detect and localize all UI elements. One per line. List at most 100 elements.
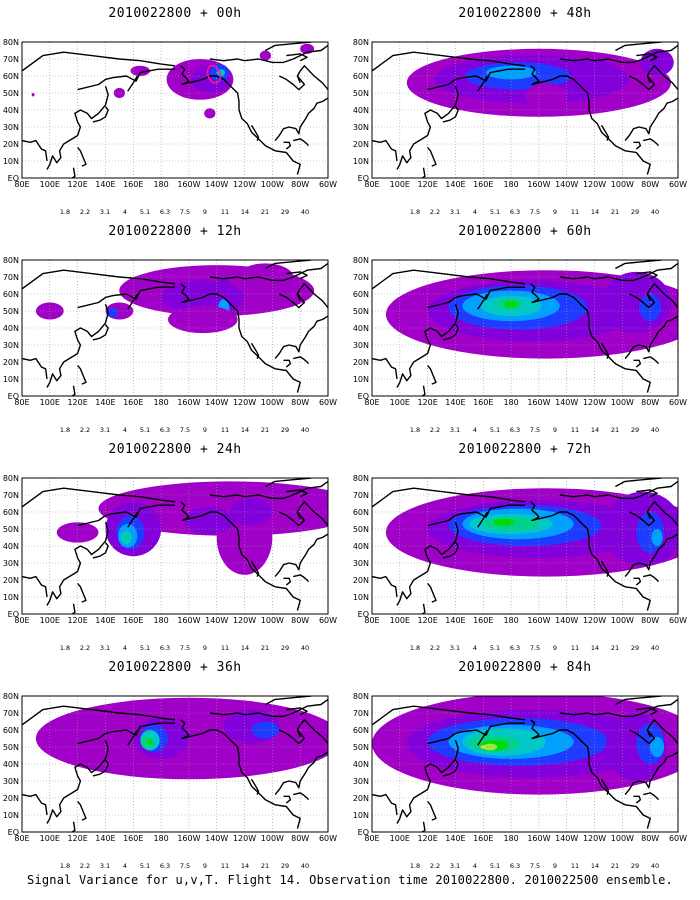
coastline bbox=[633, 141, 642, 150]
lat-tick-label: 20N bbox=[353, 358, 369, 367]
variance-contour-2.2 bbox=[601, 271, 672, 334]
legend-level-label: 11 bbox=[571, 208, 579, 216]
coastline bbox=[636, 707, 658, 716]
lon-tick-label: 120W bbox=[233, 834, 256, 843]
coastline bbox=[265, 260, 312, 270]
lat-tick-label: 60N bbox=[3, 726, 19, 735]
coastline bbox=[209, 276, 245, 280]
coastline bbox=[559, 494, 595, 498]
coastline bbox=[442, 324, 459, 341]
variance-contour-1.8 bbox=[259, 50, 271, 61]
variance-contour-9 bbox=[483, 743, 498, 751]
legend-level-label: 7.5 bbox=[180, 644, 190, 652]
lon-tick-label: 80W bbox=[291, 616, 309, 625]
legend-level-label: 9 bbox=[203, 644, 207, 652]
coastline bbox=[265, 42, 312, 52]
map-frame bbox=[371, 695, 679, 833]
coastline bbox=[628, 511, 656, 527]
coastline bbox=[293, 792, 310, 801]
lon-tick-label: 60W bbox=[669, 398, 687, 407]
legend-level-label: 21 bbox=[611, 862, 619, 870]
legend-level-label: 1.8 bbox=[410, 426, 420, 434]
map-panel-00h: 2010022800 + 00h 80N 70N 60N 50N 40N 30N 20N 10N… bbox=[0, 0, 350, 218]
legend-level-label: 7.5 bbox=[180, 208, 190, 216]
legend-level-label: 14 bbox=[591, 644, 599, 652]
legend-level-label: 4 bbox=[473, 208, 477, 216]
lon-tick-label: 180 bbox=[503, 834, 518, 843]
legend-level-label: 14 bbox=[591, 862, 599, 870]
coastline bbox=[372, 139, 398, 162]
lon-tick-label: 100W bbox=[261, 834, 284, 843]
lon-tick-label: 160E bbox=[123, 180, 143, 189]
map-frame bbox=[21, 41, 329, 179]
legend-level-label: 40 bbox=[301, 862, 309, 870]
lon-tick-label: 160E bbox=[473, 180, 493, 189]
panel-title: 2010022800 + 48h bbox=[458, 6, 592, 21]
legend-level-label: 3.1 bbox=[100, 862, 110, 870]
lat-tick-label: 40N bbox=[3, 542, 19, 551]
coastline bbox=[250, 778, 260, 795]
variance-contour-6.3 bbox=[141, 735, 153, 749]
legend-level-label: 1.8 bbox=[60, 208, 70, 216]
legend-level-label: 3.1 bbox=[450, 644, 460, 652]
lon-tick-label: 60W bbox=[669, 834, 687, 843]
legend-level-label: 5.1 bbox=[490, 208, 500, 216]
variance-contour-1.8 bbox=[525, 82, 567, 110]
lon-tick-label: 140E bbox=[445, 616, 465, 625]
legend-level-label: 40 bbox=[651, 426, 659, 434]
lon-tick-label: 80E bbox=[364, 616, 379, 625]
legend-level-label: 21 bbox=[261, 644, 269, 652]
legend-level-label: 5.1 bbox=[490, 644, 500, 652]
legend-level-label: 21 bbox=[611, 426, 619, 434]
lon-tick-label: 140W bbox=[555, 398, 578, 407]
coastline bbox=[286, 707, 308, 716]
coastline bbox=[396, 85, 459, 170]
coastline bbox=[628, 293, 656, 309]
coastline bbox=[624, 315, 678, 360]
coastline bbox=[278, 511, 306, 527]
lon-tick-label: 120W bbox=[583, 616, 606, 625]
coastline bbox=[77, 286, 175, 309]
legend-level-label: 9 bbox=[203, 426, 207, 434]
lat-tick-label: 50N bbox=[353, 89, 369, 98]
coastline bbox=[477, 75, 488, 92]
legend-level-label: 6.3 bbox=[160, 644, 170, 652]
coastline bbox=[92, 324, 109, 341]
lon-tick-label: 120W bbox=[583, 180, 606, 189]
coastline bbox=[594, 480, 678, 500]
coastline bbox=[127, 511, 138, 528]
lat-tick-label: 70N bbox=[3, 491, 19, 500]
lat-tick-label: 60N bbox=[353, 72, 369, 81]
coastline bbox=[643, 574, 660, 583]
variance-contour-1.8 bbox=[113, 87, 125, 99]
coastline bbox=[278, 729, 306, 745]
coastline bbox=[286, 271, 308, 280]
lat-tick-label: 30N bbox=[353, 341, 369, 350]
coastline bbox=[286, 489, 308, 498]
legend-level-label: 6.3 bbox=[510, 862, 520, 870]
lon-tick-label: 120W bbox=[583, 834, 606, 843]
coastline bbox=[274, 97, 328, 142]
lon-tick-label: 180 bbox=[153, 616, 168, 625]
coastline bbox=[283, 359, 292, 368]
legend-level-label: 14 bbox=[591, 426, 599, 434]
coastline bbox=[615, 478, 662, 488]
lon-tick-label: 100E bbox=[390, 616, 410, 625]
coastline bbox=[46, 521, 109, 606]
lon-tick-label: 140E bbox=[445, 834, 465, 843]
lat-tick-label: 30N bbox=[353, 559, 369, 568]
coastline bbox=[46, 303, 109, 388]
lon-tick-label: 100E bbox=[390, 180, 410, 189]
legend-level-label: 21 bbox=[611, 644, 619, 652]
coastline bbox=[278, 75, 306, 91]
lon-tick-label: 140W bbox=[205, 398, 228, 407]
lat-tick-label: 20N bbox=[353, 140, 369, 149]
lon-tick-label: 140W bbox=[205, 616, 228, 625]
map-frame bbox=[21, 695, 329, 833]
coastline bbox=[372, 51, 526, 72]
coastline bbox=[250, 124, 260, 141]
coastline bbox=[615, 260, 662, 270]
lat-tick-label: 70N bbox=[353, 273, 369, 282]
